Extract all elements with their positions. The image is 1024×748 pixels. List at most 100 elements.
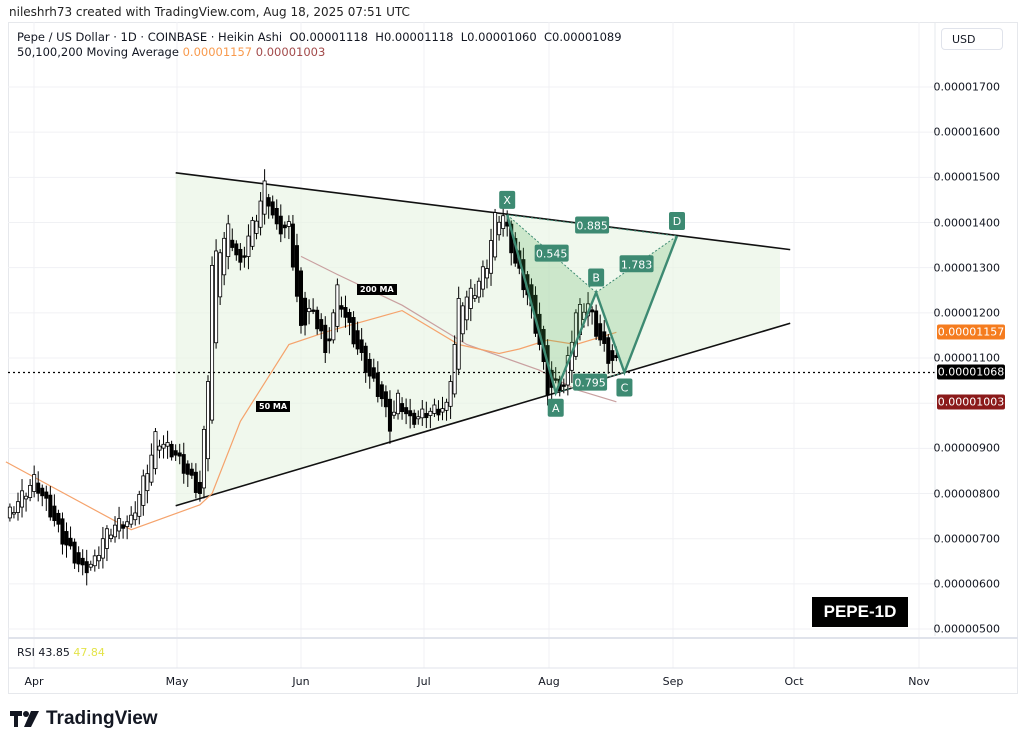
candle-body bbox=[52, 505, 57, 522]
candle-body bbox=[206, 381, 211, 460]
candle-body bbox=[96, 555, 101, 562]
candle-body bbox=[404, 407, 409, 415]
price-tag: 0.00001068 bbox=[937, 364, 1005, 380]
candle-body bbox=[48, 494, 53, 518]
candle-body bbox=[222, 237, 227, 276]
symbol-title: Pepe / US Dollar · 1D · COINBASE · Heiki… bbox=[17, 30, 283, 44]
price-axis-label: 0.00001100 bbox=[933, 351, 1000, 365]
candle-body bbox=[464, 296, 469, 321]
candle-body bbox=[68, 537, 73, 547]
candle-body bbox=[294, 245, 299, 297]
candle-body bbox=[274, 208, 279, 225]
candle-body bbox=[561, 384, 566, 387]
candle-body bbox=[440, 408, 445, 413]
ratio-label: 0.795 bbox=[574, 377, 606, 390]
time-axis-label: Jun bbox=[292, 675, 310, 688]
currency-button[interactable]: USD bbox=[941, 28, 1003, 50]
candle-body bbox=[351, 317, 356, 345]
point-label-b: B bbox=[592, 272, 600, 285]
point-box-b bbox=[588, 268, 605, 287]
candle-body bbox=[32, 474, 37, 492]
candle-body bbox=[149, 454, 154, 483]
harmonic-pattern: 0.545 0.795 1.783 0.885 X A B C D bbox=[499, 190, 685, 417]
candle-body bbox=[230, 239, 235, 248]
candle-body bbox=[448, 381, 453, 407]
candle-body bbox=[36, 482, 41, 494]
candle-body bbox=[282, 224, 287, 229]
candle-body bbox=[218, 252, 223, 298]
candle-body bbox=[602, 331, 607, 344]
price-axis-label: 0.00000800 bbox=[933, 487, 1000, 501]
rsi-value: 43.85 bbox=[38, 646, 70, 659]
candle-body bbox=[214, 250, 219, 344]
candle-body bbox=[20, 490, 25, 508]
candle-body bbox=[64, 531, 69, 546]
ratio-box bbox=[619, 255, 654, 273]
candle-body bbox=[359, 339, 364, 353]
rsi-legend: RSI 43.85 47.84 bbox=[17, 646, 105, 659]
candle-body bbox=[367, 358, 372, 377]
price-axis-label: 0.00000900 bbox=[933, 441, 1000, 455]
candle-body bbox=[480, 266, 485, 290]
candle-body bbox=[44, 491, 49, 499]
price-axis-label: 0.00001500 bbox=[933, 170, 1000, 184]
triangle-upper-line bbox=[175, 172, 791, 251]
candle-body bbox=[573, 312, 578, 357]
candle-body bbox=[88, 563, 93, 568]
candle-body bbox=[11, 512, 16, 515]
candle-body bbox=[493, 212, 498, 258]
candle-body bbox=[157, 445, 162, 451]
candle-body bbox=[246, 235, 251, 257]
candle-body bbox=[76, 552, 81, 565]
price-tag: 0.00001157 bbox=[937, 324, 1005, 340]
candle-body bbox=[129, 514, 134, 525]
price-axis-label: 0.00001600 bbox=[933, 125, 1000, 139]
candle-body bbox=[238, 248, 243, 263]
candle-body bbox=[226, 223, 231, 257]
time-axis-label: Oct bbox=[784, 675, 804, 688]
candle-body bbox=[56, 512, 61, 525]
candle-body bbox=[28, 484, 33, 498]
candle-body bbox=[153, 431, 158, 470]
candle-body bbox=[181, 454, 186, 474]
ma-legend: 50,100,200 Moving Average 0.00001157 0.0… bbox=[17, 45, 325, 59]
candle-body bbox=[137, 494, 142, 517]
candle-body bbox=[416, 416, 421, 420]
candle-body bbox=[590, 309, 595, 313]
time-axis-label: May bbox=[165, 675, 189, 688]
candle-body bbox=[254, 220, 259, 234]
candle-body bbox=[375, 372, 380, 397]
candle-body bbox=[436, 408, 441, 416]
candle-body bbox=[335, 284, 340, 327]
point-box-c bbox=[616, 378, 633, 397]
price-tag: 0.00001003 bbox=[937, 394, 1005, 410]
candle-body bbox=[355, 330, 360, 350]
ratio-label: 0.545 bbox=[536, 248, 568, 261]
price-axis-label: 0.00001700 bbox=[933, 80, 1000, 94]
ma200-label: 200 MA bbox=[357, 284, 397, 295]
symbol-badge: PEPE-1D bbox=[812, 597, 908, 627]
candle-body bbox=[60, 518, 65, 545]
triangle-lower-line bbox=[175, 322, 791, 507]
price-axis-label: 0.00001200 bbox=[933, 306, 1000, 320]
candle-body bbox=[133, 512, 138, 521]
candle-body bbox=[408, 410, 413, 417]
candle-body bbox=[412, 412, 417, 425]
candle-body bbox=[363, 345, 368, 373]
candle-body bbox=[262, 180, 267, 215]
point-label-x: X bbox=[503, 194, 511, 207]
candle-body bbox=[121, 524, 126, 529]
candles bbox=[7, 169, 935, 586]
candle-body bbox=[347, 311, 352, 323]
candle-body bbox=[298, 270, 303, 326]
candle-body bbox=[379, 384, 384, 400]
candle-body bbox=[424, 413, 429, 419]
candle-body bbox=[201, 428, 206, 489]
candle-body bbox=[472, 295, 477, 299]
price-axis-label: 0.00001400 bbox=[933, 216, 1000, 229]
candle-body bbox=[189, 468, 194, 476]
candle-body bbox=[323, 324, 328, 353]
candle-body bbox=[173, 450, 178, 456]
candle-body bbox=[428, 410, 433, 416]
